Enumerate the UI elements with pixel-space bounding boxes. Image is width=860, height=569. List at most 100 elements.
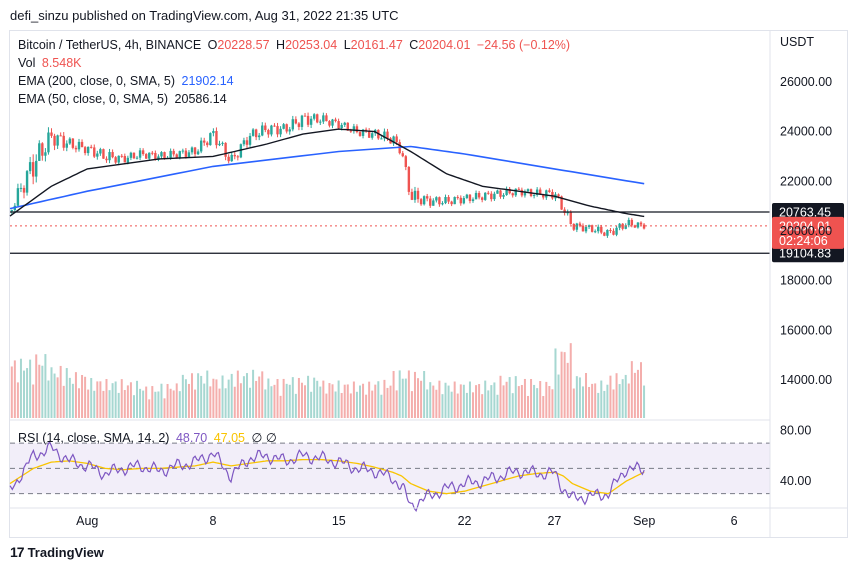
volume-bar	[407, 370, 410, 418]
volume-bar	[154, 391, 157, 418]
high-value: 20253.04	[285, 38, 338, 52]
candle-body	[187, 152, 191, 157]
tradingview-brand[interactable]: 17 TradingView	[10, 544, 104, 560]
volume-bar	[508, 377, 511, 418]
candle-body	[493, 193, 496, 200]
candle-body	[282, 124, 285, 129]
legend-volume[interactable]: Vol 8.548K	[18, 56, 85, 70]
volume-bar	[539, 381, 542, 418]
volume-bar	[355, 391, 358, 418]
volume-bar	[44, 354, 47, 418]
legend-ema50[interactable]: EMA (50, close, 0, SMA, 5) 20586.14	[18, 92, 230, 106]
candle-body	[511, 193, 514, 196]
candle-body	[340, 124, 343, 129]
time-tick-label: 8	[210, 514, 217, 528]
candle-body	[526, 189, 530, 192]
volume-bar	[395, 390, 398, 418]
high-label: H	[276, 38, 286, 52]
volume-bar	[261, 371, 264, 418]
volume-bar	[255, 380, 258, 418]
volume-bar	[511, 393, 514, 418]
price-tick-label: 26000.00	[780, 75, 832, 89]
legend-ohlc: Bitcoin / TetherUS, 4h, BINANCE O20228.5…	[18, 38, 573, 52]
candle-body	[331, 119, 334, 126]
chart-frame[interactable]	[9, 30, 848, 538]
volume-bar	[300, 382, 303, 418]
volume-bar	[132, 395, 135, 418]
volume-bar	[487, 390, 490, 418]
candle-body	[450, 201, 453, 205]
time-tick-label: Sep	[633, 514, 655, 528]
ema50-value: 20586.14	[174, 92, 227, 106]
candle-body	[404, 156, 408, 168]
candle-body	[47, 132, 50, 153]
candle-body	[392, 136, 395, 144]
volume-bar	[325, 393, 328, 418]
volume-bar	[630, 361, 633, 418]
volume-bar	[203, 383, 206, 418]
volume-bar	[307, 375, 310, 418]
candle-body	[328, 121, 331, 126]
candle-body	[480, 197, 484, 200]
volume-bar	[126, 385, 129, 418]
candle-body	[96, 153, 99, 157]
candle-body	[386, 131, 389, 139]
candle-body	[584, 226, 588, 232]
volume-bar	[288, 384, 291, 418]
candle-body	[621, 223, 624, 229]
volume-bar	[316, 380, 319, 418]
legend-rsi[interactable]: RSI (14, close, SMA, 14, 2) 48.70 47.05 …	[18, 430, 280, 445]
candle-body	[120, 155, 123, 157]
vol-value: 8.548K	[41, 56, 82, 70]
candle-body	[630, 219, 634, 226]
price-tick-label: 22000.00	[780, 174, 832, 188]
volume-bar	[334, 391, 337, 418]
candle-body	[416, 190, 420, 200]
candle-body	[196, 151, 200, 155]
volume-bar	[310, 391, 313, 418]
volume-bar	[53, 373, 56, 418]
candle-body	[575, 223, 579, 230]
volume-bar	[429, 382, 432, 418]
volume-bar	[368, 381, 371, 418]
candle-body	[93, 147, 96, 157]
candle-body	[190, 147, 194, 153]
candle-body	[41, 143, 44, 156]
candle-body	[105, 158, 108, 161]
legend-ema200[interactable]: EMA (200, close, 0, SMA, 5) 21902.14	[18, 74, 237, 88]
symbol-title[interactable]: Bitcoin / TetherUS, 4h, BINANCE	[18, 38, 202, 52]
candle-body	[71, 138, 75, 148]
candle-body	[99, 149, 102, 154]
volume-bar	[239, 383, 242, 418]
volume-bar	[197, 373, 200, 418]
volume-bar	[47, 380, 50, 418]
volume-bar	[639, 362, 642, 418]
volume-bar	[273, 384, 276, 418]
volume-bar	[462, 384, 465, 418]
candle-body	[484, 192, 487, 200]
candle-body	[294, 119, 298, 124]
volume-bar	[74, 372, 77, 418]
volume-bar	[523, 378, 526, 418]
candle-body	[35, 160, 38, 177]
axes: USDT 14000.00 16000.00 18000.00 20000.00 2200…	[9, 30, 848, 537]
volume-bar	[380, 394, 383, 418]
volume-bar	[32, 384, 35, 418]
candle-body	[227, 156, 230, 162]
volume-bar	[358, 385, 361, 418]
candle-body	[474, 192, 478, 200]
candle-body	[343, 122, 346, 125]
candle-body	[297, 123, 301, 127]
volume-bar	[264, 389, 267, 418]
volume-bar	[566, 362, 569, 418]
volume-bar	[16, 382, 19, 418]
volume-bar	[87, 389, 90, 418]
volume-bar	[129, 382, 132, 418]
volume-bar	[530, 378, 533, 418]
volume-bar	[404, 378, 407, 418]
volume-bar	[252, 369, 255, 418]
candle-body	[135, 157, 139, 159]
time-tick-label: Aug	[76, 514, 98, 528]
volume-bar	[475, 385, 478, 418]
